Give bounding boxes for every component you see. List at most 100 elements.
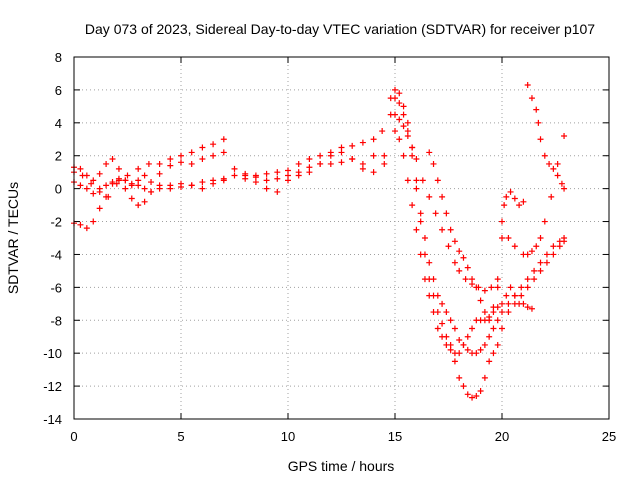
data-point [359, 160, 366, 167]
data-point [469, 325, 476, 332]
data-point [486, 333, 493, 340]
data-point [443, 341, 450, 348]
data-point [103, 160, 110, 167]
data-point [464, 333, 471, 340]
data-point [188, 160, 195, 167]
y-tick-label: 2 [55, 149, 62, 164]
data-point [464, 346, 471, 353]
data-point [421, 276, 428, 283]
data-point [426, 149, 433, 156]
x-tick-label: 5 [177, 429, 184, 444]
data-point [404, 132, 411, 139]
data-point [501, 202, 508, 209]
data-point [507, 284, 514, 291]
data-point [460, 254, 467, 261]
data-point [145, 160, 152, 167]
data-point [524, 304, 531, 311]
data-point [83, 185, 90, 192]
data-point [469, 276, 476, 283]
data-point [156, 182, 163, 189]
data-point [447, 317, 454, 324]
series-3 [71, 128, 535, 357]
data-point [242, 175, 249, 182]
data-point [83, 225, 90, 232]
data-point [220, 136, 227, 143]
data-point [456, 337, 463, 344]
data-point [543, 251, 550, 258]
data-point [535, 119, 542, 126]
data-point [295, 172, 302, 179]
data-point [531, 267, 538, 274]
data-point [167, 185, 174, 192]
data-point [451, 325, 458, 332]
data-point [220, 149, 227, 156]
data-point [396, 90, 403, 97]
data-point [306, 156, 313, 163]
y-tick-label: -14 [43, 412, 62, 427]
data-point [543, 259, 550, 266]
x-tick-label: 0 [70, 429, 77, 444]
data-point [432, 210, 439, 217]
y-tick-label: 0 [55, 182, 62, 197]
data-point [413, 177, 420, 184]
data-point [400, 111, 407, 118]
data-point [400, 123, 407, 130]
data-point [79, 172, 86, 179]
data-point [488, 284, 495, 291]
data-point [499, 309, 505, 316]
data-point [511, 195, 518, 202]
series-2 [71, 95, 568, 401]
data-point [499, 218, 505, 225]
data-point [507, 188, 514, 195]
data-point [494, 276, 501, 283]
data-point [90, 218, 97, 225]
y-tick-label: 6 [55, 83, 62, 98]
data-point [90, 177, 97, 184]
data-point [156, 170, 163, 177]
data-point [327, 160, 334, 167]
data-point [511, 243, 518, 250]
data-point [550, 165, 557, 172]
data-point [554, 160, 561, 167]
data-point [115, 177, 122, 184]
data-point [400, 152, 407, 159]
data-point [392, 128, 398, 135]
data-point [122, 177, 129, 184]
data-point [413, 226, 420, 233]
data-point [96, 188, 103, 195]
data-point [199, 179, 206, 186]
y-tick-label: -10 [43, 346, 62, 361]
data-point [462, 276, 469, 283]
data-point [537, 136, 544, 143]
y-tick-label: -12 [43, 379, 62, 394]
x-tick-label: 15 [388, 429, 402, 444]
data-point [550, 251, 557, 258]
data-point [524, 251, 531, 258]
data-point [419, 177, 426, 184]
data-point [188, 182, 195, 189]
data-point [370, 169, 377, 176]
data-point [456, 248, 463, 255]
data-point [481, 309, 488, 316]
data-point [561, 132, 568, 139]
data-point [460, 341, 467, 348]
grid-lines [74, 57, 609, 419]
data-point [494, 317, 501, 324]
data-point [477, 297, 484, 304]
y-tick-label: -6 [50, 280, 62, 295]
data-point [473, 392, 480, 399]
data-point [113, 180, 120, 187]
data-point [447, 226, 454, 233]
data-point [451, 238, 458, 245]
y-tick-label: -2 [50, 215, 62, 230]
y-tick-label: -4 [50, 247, 62, 262]
data-point [349, 142, 356, 149]
data-point [516, 202, 523, 209]
data-point [546, 160, 553, 167]
data-point [464, 264, 471, 271]
data-point [558, 180, 565, 187]
data-point [541, 218, 548, 225]
data-point [524, 81, 531, 88]
data-point [141, 172, 148, 179]
